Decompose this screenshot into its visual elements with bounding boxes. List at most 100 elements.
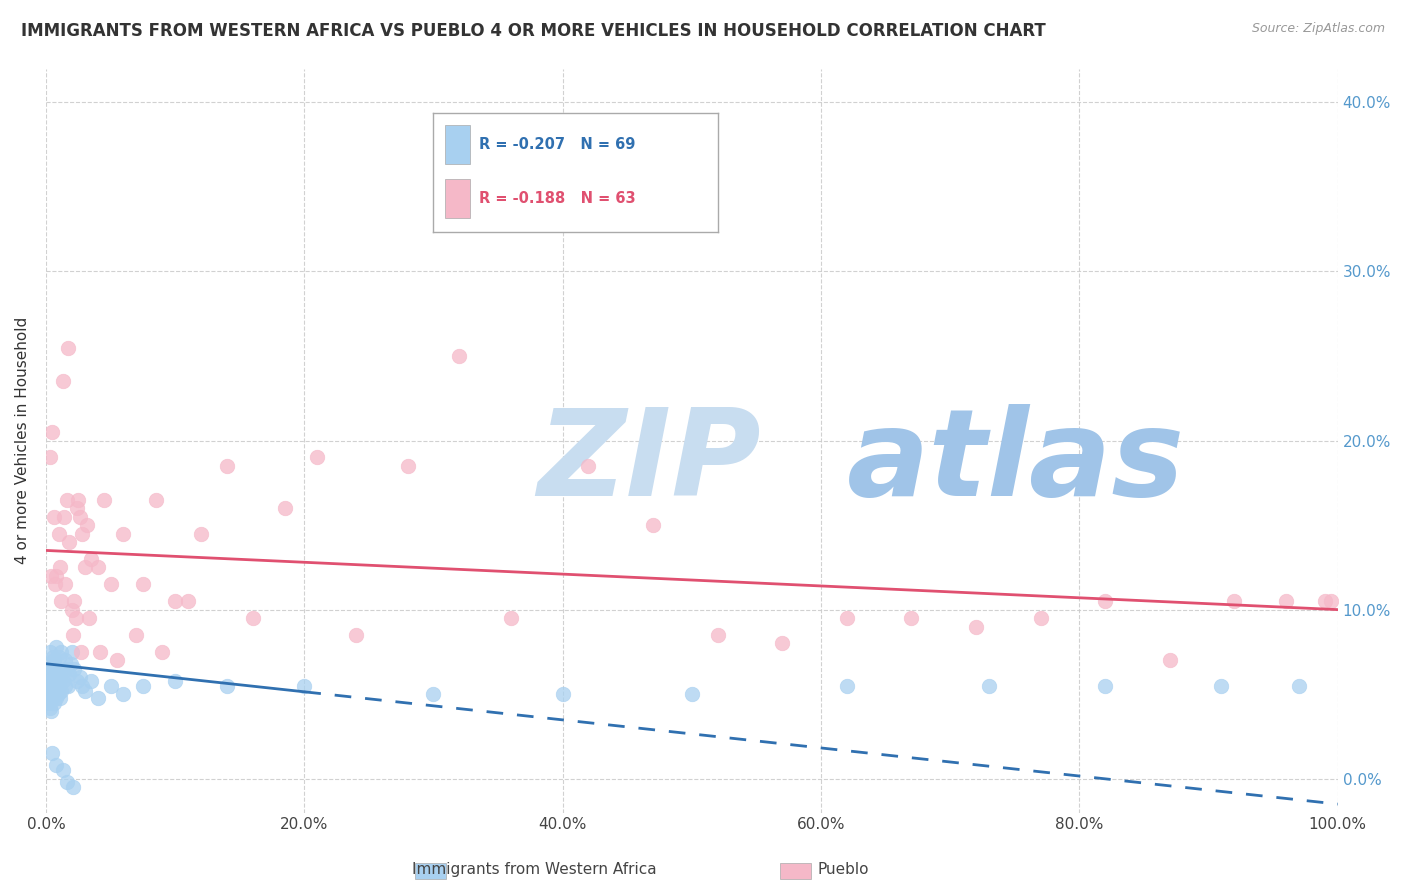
Point — [41, 673, 63, 688]
Point — [48, 679, 70, 693]
Point — [39, 683, 62, 698]
Point — [56, 341, 79, 355]
Point — [86, 690, 108, 705]
Point — [45, 758, 67, 772]
Point — [835, 679, 858, 693]
Point — [215, 679, 238, 693]
Point — [62, 780, 84, 794]
Point — [449, 349, 471, 363]
Point — [38, 450, 60, 465]
Point — [44, 687, 66, 701]
Point — [835, 611, 858, 625]
Point — [900, 611, 922, 625]
Point — [37, 690, 59, 705]
Point — [132, 577, 155, 591]
Point — [177, 594, 200, 608]
Text: Pueblo: Pueblo — [818, 863, 869, 877]
Text: Immigrants from Western Africa: Immigrants from Western Africa — [412, 863, 657, 877]
Point — [41, 747, 63, 761]
Point — [1094, 594, 1116, 608]
Point — [52, 764, 75, 778]
Point — [58, 666, 80, 681]
Point — [44, 679, 66, 693]
Point — [1223, 594, 1246, 608]
Point — [1275, 594, 1298, 608]
Point — [63, 594, 86, 608]
Y-axis label: 4 or more Vehicles in Household: 4 or more Vehicles in Household — [15, 317, 30, 564]
Point — [53, 509, 76, 524]
Point — [49, 560, 72, 574]
Point — [38, 645, 60, 659]
Point — [344, 628, 367, 642]
Point — [977, 679, 1000, 693]
Point — [80, 552, 103, 566]
Point — [45, 679, 67, 693]
Point — [112, 687, 135, 701]
Point — [145, 492, 167, 507]
Point — [681, 687, 703, 701]
Point — [55, 492, 77, 507]
Text: atlas: atlas — [846, 404, 1185, 521]
Point — [42, 657, 65, 671]
Point — [65, 611, 87, 625]
Point — [58, 535, 80, 549]
Point — [69, 509, 91, 524]
Point — [499, 611, 522, 625]
Point — [190, 526, 212, 541]
Point — [53, 679, 76, 693]
Point — [59, 657, 82, 671]
Point — [42, 650, 65, 665]
Text: ZIP: ZIP — [537, 404, 761, 521]
Point — [73, 560, 96, 574]
Point — [100, 679, 122, 693]
Point — [112, 526, 135, 541]
Point — [38, 687, 60, 701]
Point — [396, 458, 419, 473]
Point — [49, 690, 72, 705]
Point — [53, 577, 76, 591]
Point — [45, 690, 67, 705]
Point — [965, 619, 987, 633]
Point — [41, 662, 63, 676]
Point — [77, 611, 100, 625]
Point — [51, 594, 73, 608]
Point — [52, 673, 75, 688]
Point — [38, 666, 60, 681]
Point — [53, 653, 76, 667]
Point — [70, 526, 93, 541]
Point — [67, 492, 90, 507]
Point — [60, 602, 83, 616]
Point — [39, 679, 62, 693]
Point — [706, 628, 728, 642]
Point — [62, 628, 84, 642]
Point — [60, 645, 83, 659]
Point — [45, 569, 67, 583]
Point — [66, 673, 89, 688]
Point — [100, 577, 122, 591]
Point — [45, 640, 67, 654]
Point — [70, 645, 93, 659]
Point — [53, 666, 76, 681]
Point — [51, 683, 73, 698]
Point — [1159, 653, 1181, 667]
Point — [274, 501, 297, 516]
Point — [105, 653, 128, 667]
Point — [73, 683, 96, 698]
Point — [641, 518, 664, 533]
Point — [42, 696, 65, 710]
Text: IMMIGRANTS FROM WESTERN AFRICA VS PUEBLO 4 OR MORE VEHICLES IN HOUSEHOLD CORRELA: IMMIGRANTS FROM WESTERN AFRICA VS PUEBLO… — [21, 22, 1046, 40]
Point — [69, 670, 91, 684]
Point — [551, 687, 574, 701]
Point — [1320, 594, 1343, 608]
Point — [63, 662, 86, 676]
Point — [41, 425, 63, 439]
Point — [44, 577, 66, 591]
Point — [1211, 679, 1233, 693]
Point — [52, 375, 75, 389]
Point — [38, 696, 60, 710]
Point — [41, 670, 63, 684]
Point — [46, 662, 69, 676]
Point — [770, 636, 793, 650]
Point — [38, 700, 60, 714]
Point — [307, 450, 329, 465]
